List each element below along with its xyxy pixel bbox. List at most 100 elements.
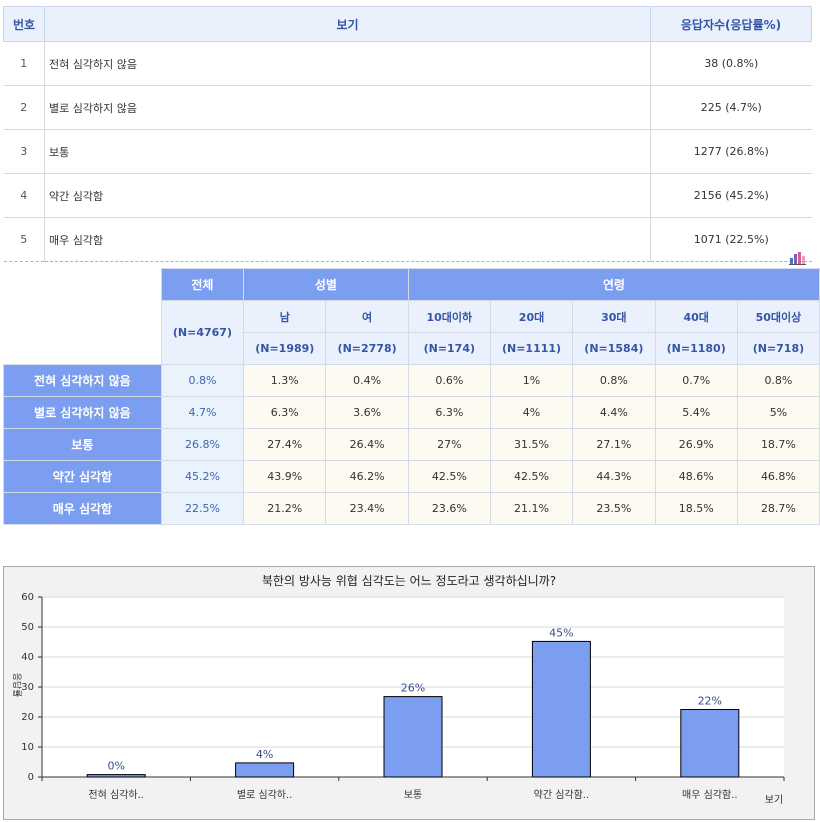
crosstab-cell: 31.5% <box>489 428 574 461</box>
crosstab-gender-label: 성별 <box>243 268 409 301</box>
bar-value-label: 4% <box>256 748 273 761</box>
crosstab-col-label: 여 <box>325 300 409 333</box>
bar-chart: 북한의 방사능 위협 심각도는 어느 정도라고 생각하십니까? 응답률 보기 0… <box>3 566 815 820</box>
crosstab-cell: 18.5% <box>654 492 738 525</box>
crosstab-cell: 23.6% <box>407 492 491 525</box>
crosstab-col-n: (N=1989) <box>243 332 327 365</box>
crosstab-cell: 4.4% <box>572 396 656 429</box>
response-row: 2 별로 심각하지 않음 225 (4.7%) <box>3 85 812 130</box>
bar <box>383 696 443 778</box>
crosstab-cell: 5.4% <box>654 396 738 429</box>
row-option-label: 약간 심각함 <box>44 173 651 218</box>
crosstab-cell: 46.8% <box>736 460 820 493</box>
crosstab-cell: 18.7% <box>736 428 820 461</box>
chart-x-label: 보기 <box>765 794 783 806</box>
crosstab-cell: 42.5% <box>407 460 491 493</box>
crosstab-col-n: (N=2778) <box>325 332 409 365</box>
crosstab-cell: 44.3% <box>572 460 656 493</box>
bar <box>235 762 295 778</box>
crosstab-cell: 5% <box>736 396 820 429</box>
crosstab-row: 별로 심각하지 않음 4.7% 6.3% 3.6% 6.3% 4% 4.4% 5.4% 5% <box>3 396 820 429</box>
bar-value-label: 22% <box>698 695 722 708</box>
crosstab-cell: 0.8% <box>572 364 656 397</box>
crosstab-cell: 1% <box>489 364 574 397</box>
y-tick-label: 10 <box>21 742 34 753</box>
row-option-label: 별로 심각하지 않음 <box>44 85 651 130</box>
crosstab-col-label: 30대 <box>572 300 656 333</box>
crosstab-cell: 21.1% <box>489 492 574 525</box>
crosstab-row-label: 별로 심각하지 않음 <box>3 396 162 429</box>
chart-y-label: 응답률 <box>11 673 23 698</box>
crosstab-total-n: (N=4767) <box>160 300 245 365</box>
y-tick-label: 0 <box>28 772 34 783</box>
crosstab-age-label: 연령 <box>407 268 820 301</box>
crosstab-cell: 21.2% <box>243 492 327 525</box>
header-option: 보기 <box>44 6 651 42</box>
crosstab-col-label: 20대 <box>489 300 574 333</box>
crosstab-col-label: 10대이하 <box>407 300 491 333</box>
crosstab-total-label: 전체 <box>160 268 245 301</box>
crosstab-cell: 48.6% <box>654 460 738 493</box>
y-tick-label: 40 <box>21 652 34 663</box>
x-tick-label: 별로 심각하.. <box>237 788 293 801</box>
crosstab-row-label: 매우 심각함 <box>3 492 162 525</box>
crosstab-cell: 0.8% <box>736 364 820 397</box>
response-row: 3 보통 1277 (26.8%) <box>3 129 812 174</box>
crosstab-col-label: 남 <box>243 300 327 333</box>
bar <box>680 709 740 778</box>
crosstab-total-cell: 0.8% <box>160 364 245 397</box>
bar-chart-icon[interactable] <box>789 251 806 265</box>
crosstab-cell: 4% <box>489 396 574 429</box>
x-tick-label: 매우 심각함.. <box>682 789 738 801</box>
row-option-label: 보통 <box>44 129 651 174</box>
crosstab-cell: 43.9% <box>243 460 327 493</box>
bar-value-label: 45% <box>549 626 573 639</box>
crosstab-total-cell: 45.2% <box>160 460 245 493</box>
row-number: 5 <box>3 217 45 262</box>
crosstab-col-n: (N=1180) <box>654 332 738 365</box>
crosstab-cell: 42.5% <box>489 460 574 493</box>
y-tick-label: 20 <box>21 712 34 723</box>
crosstab-cell: 27.1% <box>572 428 656 461</box>
crosstab-total-cell: 26.8% <box>160 428 245 461</box>
row-option-label: 매우 심각함 <box>44 217 651 262</box>
crosstab-row-label: 전혀 심각하지 않음 <box>3 364 162 397</box>
crosstab-cell: 0.7% <box>654 364 738 397</box>
response-table: 번호 보기 응답자수(응답률%) 1 전혀 심각하지 않음 38 (0.8%) 2 별로… <box>3 6 812 262</box>
row-count: 225 (4.7%) <box>650 85 812 130</box>
response-table-header: 번호 보기 응답자수(응답률%) <box>3 6 812 42</box>
crosstab-total-cell: 22.5% <box>160 492 245 525</box>
row-count: 1071 (22.5%) <box>650 217 812 262</box>
crosstab-row: 보통 26.8% 27.4% 26.4% 27% 31.5% 27.1% 26.9% 18.7% <box>3 428 820 461</box>
row-option-label: 전혀 심각하지 않음 <box>44 41 651 86</box>
y-tick-label: 30 <box>21 682 34 693</box>
crosstab-row-label: 보통 <box>3 428 162 461</box>
crosstab-cell: 23.5% <box>572 492 656 525</box>
crosstab-cell: 3.6% <box>325 396 409 429</box>
crosstab-row: 매우 심각함 22.5% 21.2% 23.4% 23.6% 21.1% 23.5% 18.5… <box>3 492 820 525</box>
crosstab-table: 전체 성별 연령 (N=4767) 남 여 10대이하 20대 30대 40대 50대이상 … <box>3 268 820 525</box>
row-number: 3 <box>3 129 45 174</box>
crosstab-cell: 1.3% <box>243 364 327 397</box>
x-tick-label: 약간 심각함.. <box>534 789 590 801</box>
crosstab-col-n: (N=1111) <box>489 332 574 365</box>
crosstab-cell: 0.6% <box>407 364 491 397</box>
row-number: 4 <box>3 173 45 218</box>
crosstab-col-n: (N=1584) <box>572 332 656 365</box>
row-count: 2156 (45.2%) <box>650 173 812 218</box>
bar-chart-svg: 북한의 방사능 위협 심각도는 어느 정도라고 생각하십니까? 응답률 보기 0… <box>11 574 785 806</box>
response-row: 4 약간 심각함 2156 (45.2%) <box>3 173 812 218</box>
crosstab-corner <box>3 268 162 365</box>
response-row: 5 매우 심각함 1071 (22.5%) <box>3 217 812 262</box>
crosstab-cell: 26.9% <box>654 428 738 461</box>
y-tick-label: 60 <box>21 592 34 603</box>
y-tick-label: 50 <box>21 622 34 633</box>
chart-title: 북한의 방사능 위협 심각도는 어느 정도라고 생각하십니까? <box>262 574 556 588</box>
header-count: 응답자수(응답률%) <box>650 6 812 42</box>
bar-value-label: 26% <box>401 682 425 695</box>
crosstab-total-cell: 4.7% <box>160 396 245 429</box>
crosstab-cell: 6.3% <box>243 396 327 429</box>
crosstab-cell: 27.4% <box>243 428 327 461</box>
bar <box>531 640 591 778</box>
crosstab-col-n: (N=174) <box>407 332 491 365</box>
